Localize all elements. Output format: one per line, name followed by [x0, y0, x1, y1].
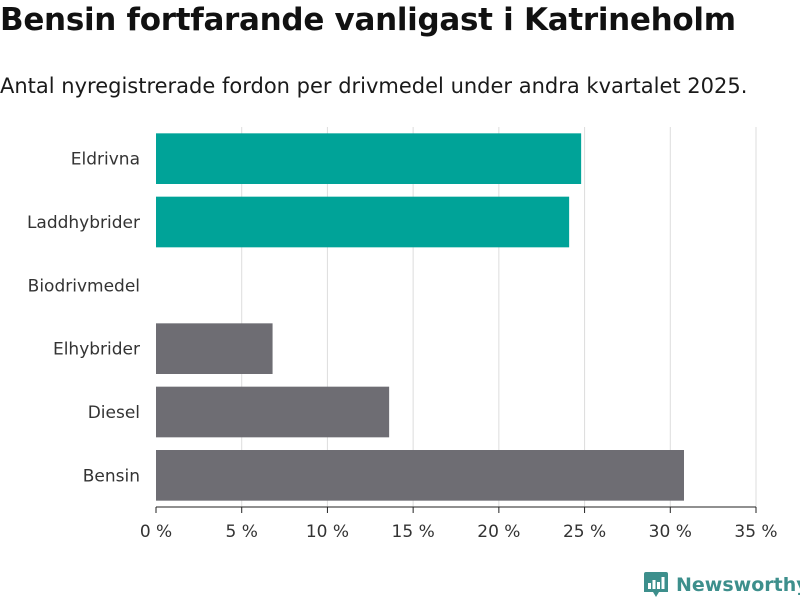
x-tick-label: 20 % — [477, 522, 520, 542]
bar — [156, 196, 570, 248]
category-label: Eldrivna — [71, 150, 140, 170]
chart-subtitle: Antal nyregistrerade fordon per drivmede… — [0, 74, 748, 98]
x-tick-label: 15 % — [392, 522, 435, 542]
category-label: Elhybrider — [53, 340, 140, 360]
bar — [156, 323, 273, 374]
bar — [156, 450, 684, 501]
bar — [156, 133, 582, 184]
x-tick-label: 35 % — [734, 522, 777, 542]
category-label: Biodrivmedel — [28, 276, 140, 296]
x-tick-label: 5 % — [226, 522, 258, 542]
x-tick-label: 25 % — [563, 522, 606, 542]
brand-logo: Newsworthy — [644, 570, 800, 600]
x-tick-label: 10 % — [306, 522, 349, 542]
bar-chart-icon — [644, 572, 668, 597]
chart-title: Bensin fortfarande vanligast i Katrineho… — [0, 2, 736, 38]
bar — [156, 386, 390, 438]
category-label: Bensin — [83, 466, 140, 486]
category-label: Diesel — [88, 403, 140, 423]
category-label: Laddhybrider — [27, 213, 140, 233]
x-tick-label: 30 % — [649, 522, 692, 542]
x-tick-label: 0 % — [140, 522, 172, 542]
brand-name: Newsworthy — [676, 574, 800, 596]
